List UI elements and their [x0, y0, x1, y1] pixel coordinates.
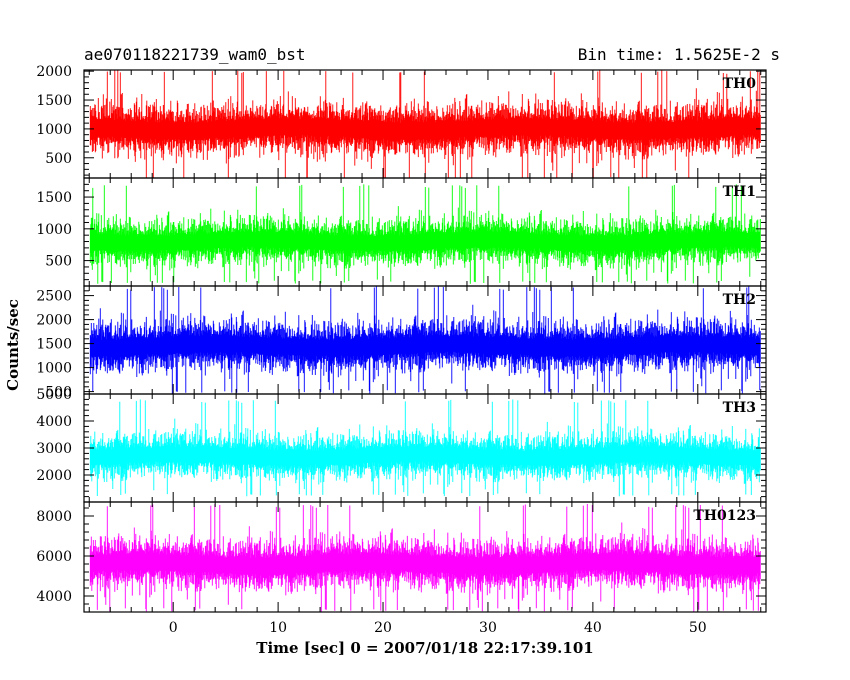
- x-tick-label: 20: [374, 620, 392, 636]
- series-th0-line: [89, 70, 761, 178]
- x-axis: 0 10 20 30 40 50: [169, 620, 707, 636]
- panel-label: TH0: [723, 76, 757, 92]
- y-tick-label: 500: [45, 385, 72, 401]
- series-th3-line: [89, 399, 761, 497]
- panel-th0: 500 1000 1500 2000 TH0: [36, 64, 767, 179]
- panel-th2: 500 1000 1500 2000 2500 TH2: [36, 285, 767, 401]
- panel-th3: 2000 3000 4000 5000 TH3: [36, 387, 767, 503]
- y-tick-label: 1500: [36, 337, 72, 353]
- panel-label: TH1: [723, 184, 756, 200]
- x-tick-label: 40: [584, 620, 602, 636]
- panel-th1: 500 1000 1500 TH1: [36, 177, 767, 287]
- y-tick-label: 2000: [36, 313, 72, 329]
- series-th0123-line: [89, 504, 761, 612]
- y-axis-label: Counts/sec: [4, 299, 22, 391]
- panel-label: TH0123: [693, 508, 756, 524]
- y-tick-label: 6000: [36, 549, 72, 565]
- y-tick-label: 3000: [36, 441, 72, 457]
- panel-label: TH2: [723, 292, 756, 308]
- y-tick-label: 2000: [36, 468, 72, 484]
- y-tick-label: 2500: [36, 289, 72, 305]
- chart-title: ae070118221739_wam0_bst: [84, 45, 306, 64]
- x-tick-label: 50: [689, 620, 707, 636]
- x-tick-label: 30: [479, 620, 497, 636]
- x-tick-label: 0: [169, 620, 178, 636]
- y-tick-label: 2000: [36, 64, 72, 80]
- x-tick-label: 10: [269, 620, 287, 636]
- bin-time-label: Bin time: 1.5625E-2 s: [578, 45, 780, 64]
- series-th1-line: [89, 184, 761, 284]
- y-tick-label: 500: [45, 254, 72, 270]
- y-tick-label: 500: [45, 151, 72, 167]
- y-tick-label: 5000: [36, 387, 72, 403]
- y-tick-label: 1500: [36, 190, 72, 206]
- y-tick-label: 1000: [36, 361, 72, 377]
- x-axis-label: Time [sec] 0 = 2007/01/18 22:17:39.101: [256, 639, 593, 657]
- y-tick-label: 1000: [36, 222, 72, 238]
- y-tick-label: 1500: [36, 93, 72, 109]
- y-tick-label: 4000: [36, 414, 72, 430]
- panels: 500 1000 1500 2000 TH0 500 1000 1500 TH1 500 1000 1…: [36, 64, 767, 613]
- panel-label: TH3: [723, 400, 756, 416]
- y-tick-label: 8000: [36, 509, 72, 525]
- panel-th0123: 4000 6000 8000 TH0123: [36, 501, 767, 613]
- y-tick-label: 1000: [36, 122, 72, 138]
- y-tick-label: 4000: [36, 589, 72, 605]
- series-th2-line: [89, 286, 761, 394]
